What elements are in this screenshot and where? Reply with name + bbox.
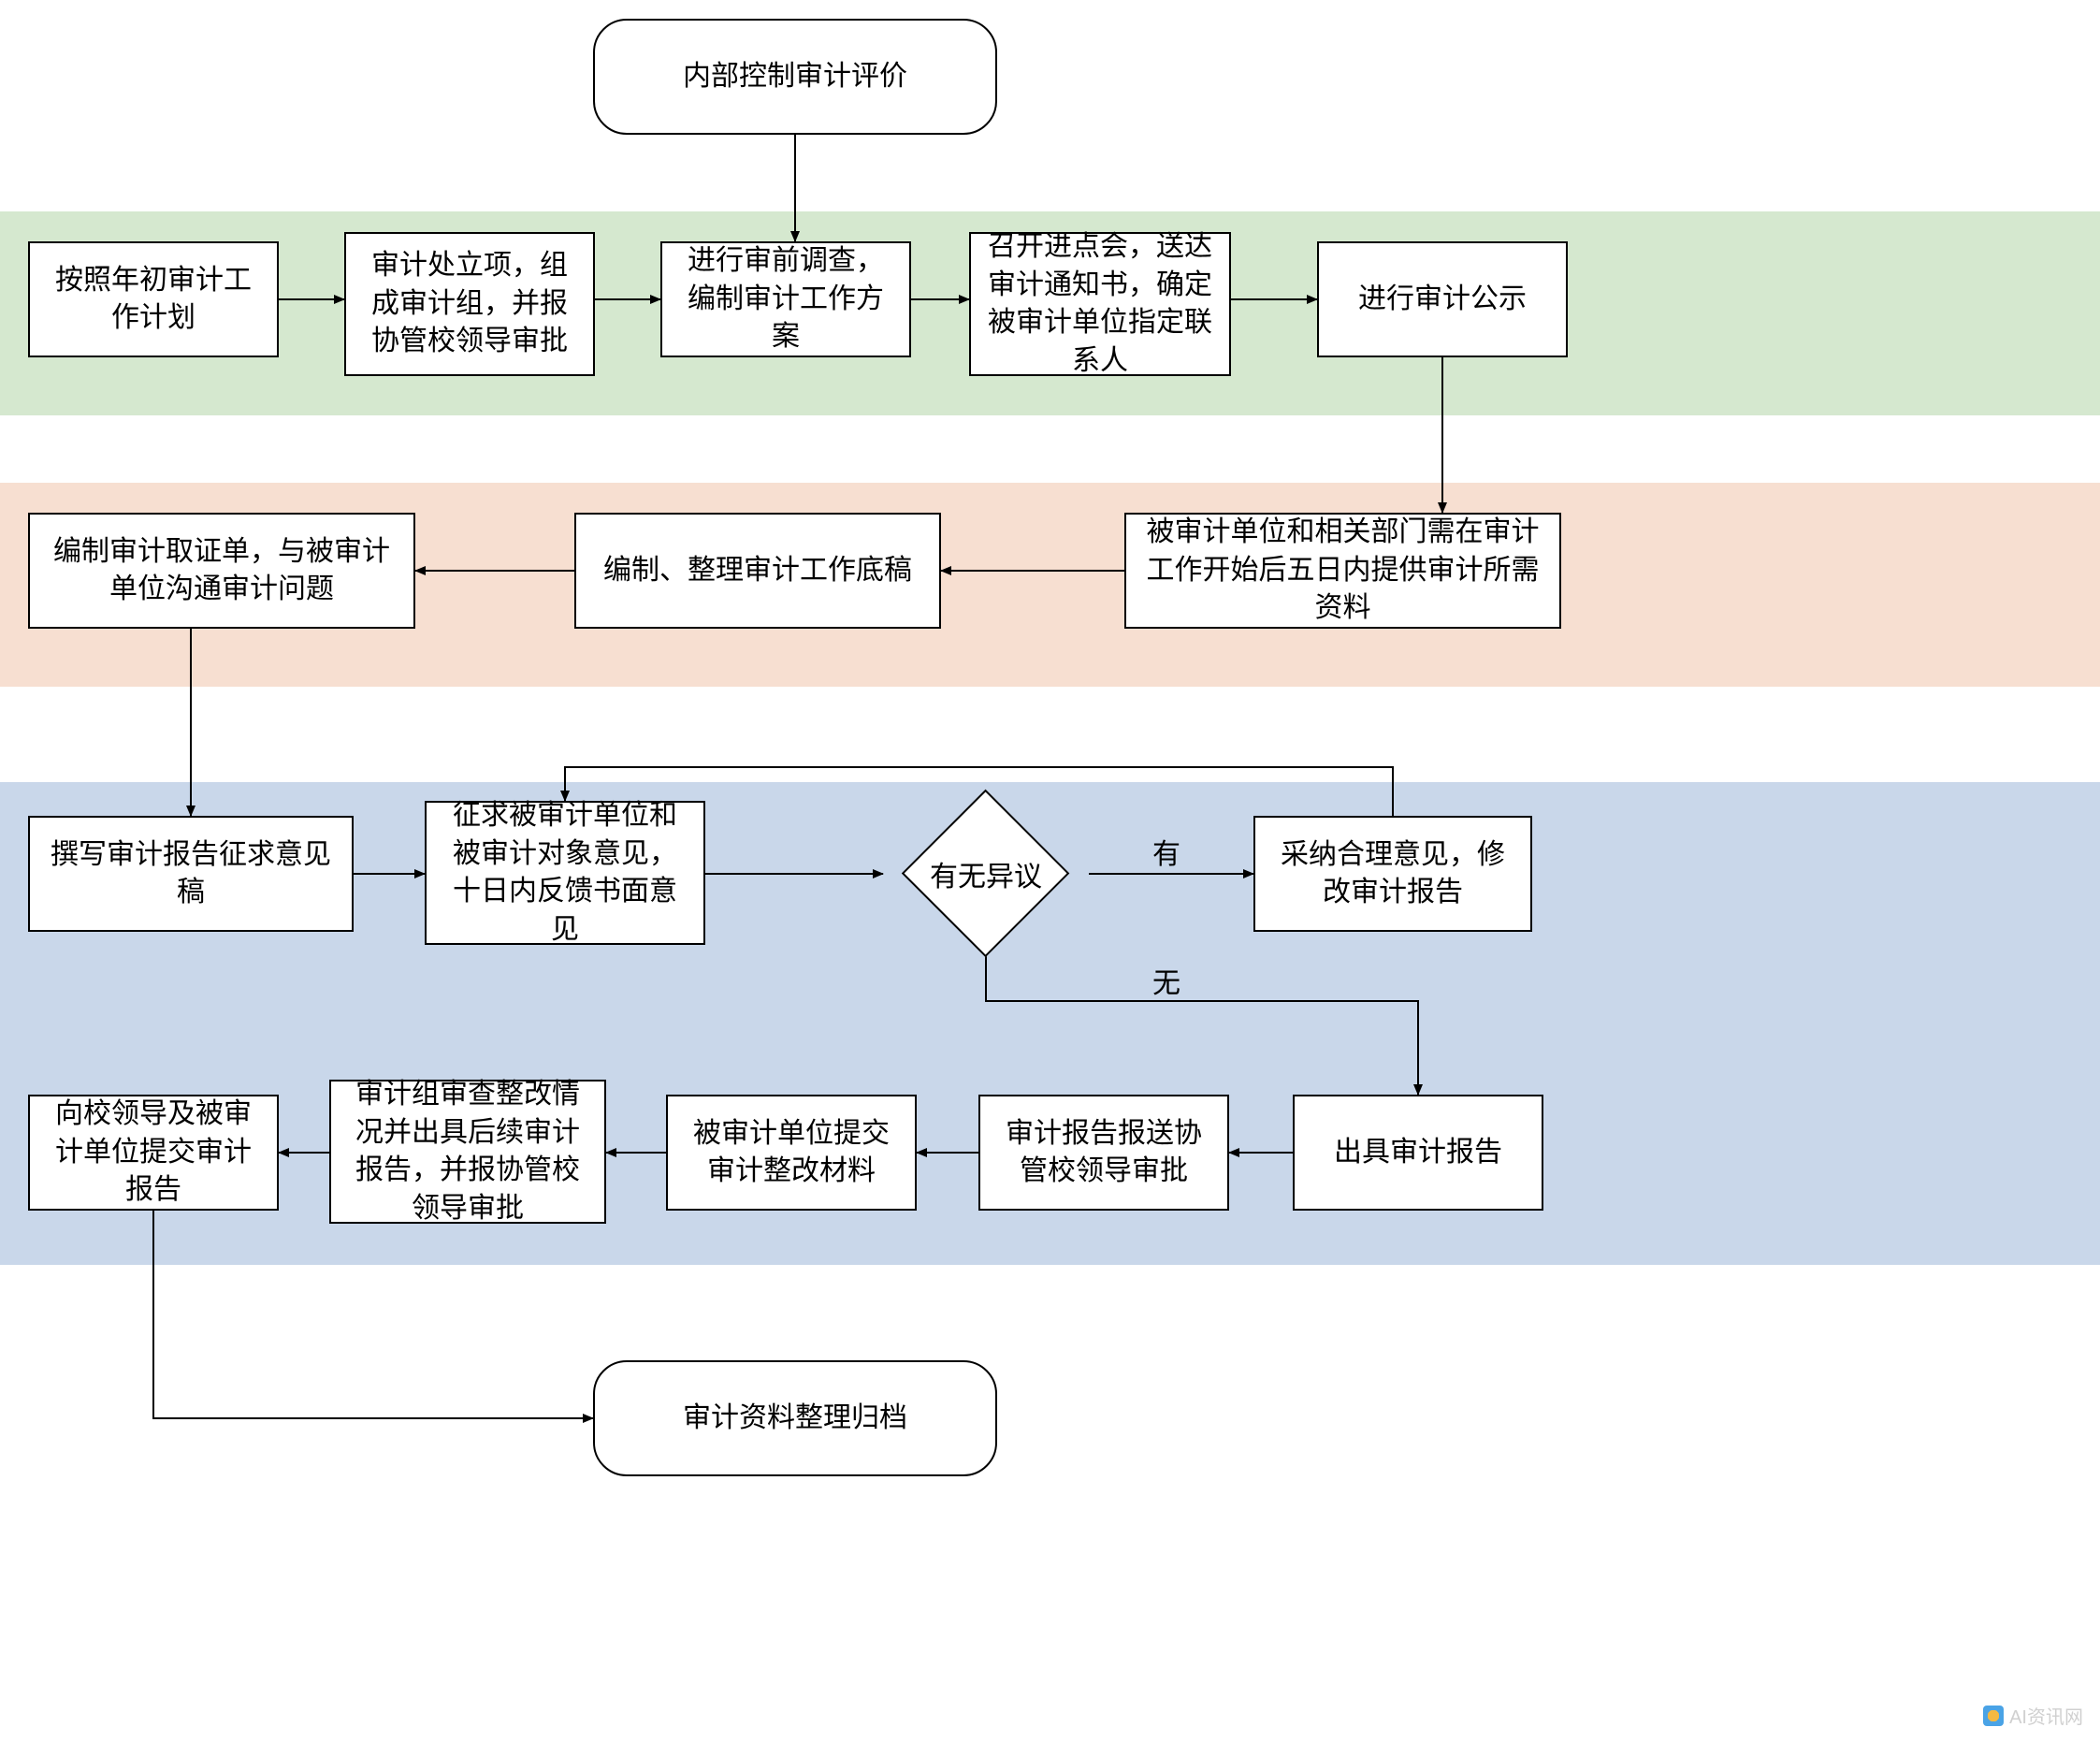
node-p3: 被审计单位和相关部门需在审计工作开始后五日内提供审计所需资料 <box>1124 513 1561 629</box>
node-p2: 编制、整理审计工作底稿 <box>574 513 941 629</box>
watermark: AI资讯网 <box>1983 1702 2083 1729</box>
node-g4: 召开进点会，送达审计通知书，确定被审计单位指定联系人 <box>969 232 1231 376</box>
node-b2: 征求被审计单位和被审计对象意见，十日内反馈书面意见 <box>425 801 705 945</box>
node-g2: 审计处立项，组成审计组，并报协管校领导审批 <box>344 232 595 376</box>
node-b3: 采纳合理意见，修改审计报告 <box>1253 816 1532 932</box>
node-b1: 撰写审计报告征求意见稿 <box>28 816 354 932</box>
node-b5: 审计报告报送协管校领导审批 <box>978 1095 1229 1211</box>
edge-label-dec-b4: 无 <box>1152 960 1180 1001</box>
watermark-logo-icon <box>1983 1706 2004 1726</box>
edge-label-dec-b3: 有 <box>1152 831 1180 872</box>
node-start: 内部控制审计评价 <box>593 19 997 135</box>
node-g1: 按照年初审计工作计划 <box>28 241 279 357</box>
node-b6: 被审计单位提交审计整改材料 <box>666 1095 917 1211</box>
node-b7: 审计组审查整改情况并出具后续审计报告，并报协管校领导审批 <box>329 1080 606 1224</box>
node-g3: 进行审前调查，编制审计工作方案 <box>660 241 911 357</box>
node-end: 审计资料整理归档 <box>593 1360 997 1476</box>
node-p1: 编制审计取证单，与被审计单位沟通审计问题 <box>28 513 415 629</box>
node-b8: 向校领导及被审计单位提交审计报告 <box>28 1095 279 1211</box>
watermark-text: AI资讯网 <box>2009 1702 2083 1729</box>
node-g5: 进行审计公示 <box>1317 241 1568 357</box>
node-b4: 出具审计报告 <box>1293 1095 1543 1211</box>
